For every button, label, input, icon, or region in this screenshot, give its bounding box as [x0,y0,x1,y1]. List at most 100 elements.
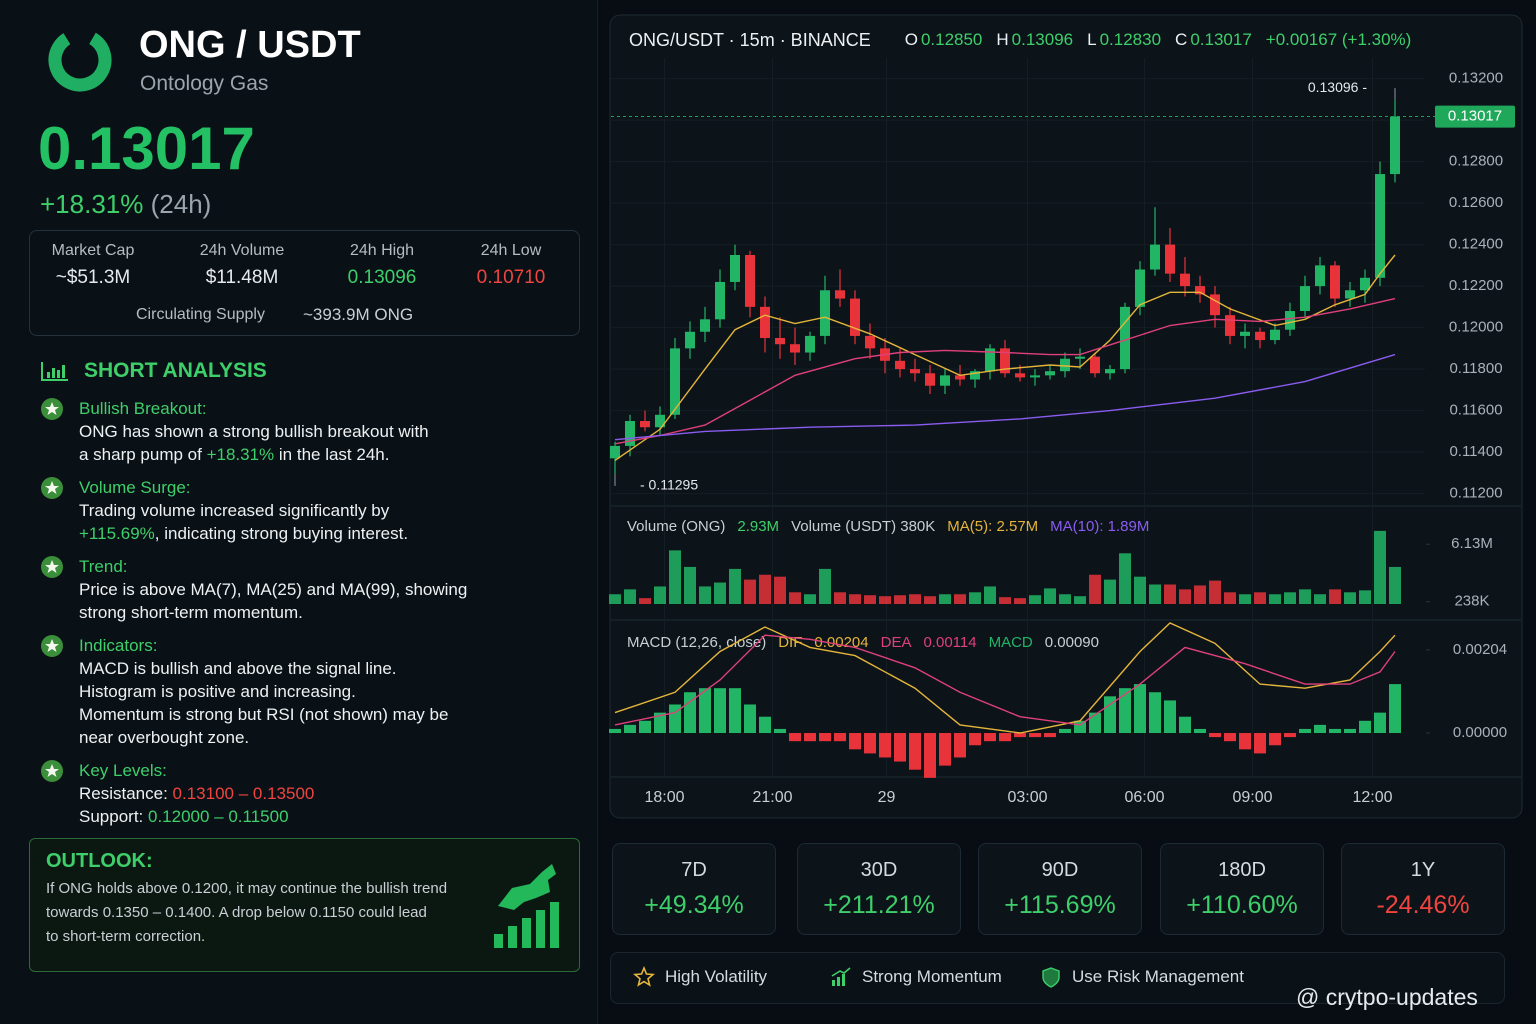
volume-bar [684,566,696,604]
item-line: Trading volume increased significantly b… [79,499,580,522]
macd-bar [714,688,726,734]
badge: High Volatility [665,967,768,986]
volume-bar [609,594,621,604]
stat-value: 0.13096 [347,267,417,288]
macd-bar [894,733,906,762]
line-text: in the last 24h. [274,445,390,464]
volume-bar [924,596,936,604]
volume-bar [1389,566,1401,604]
performance-tile: 180D +110.60% [1160,843,1324,935]
macd-bar [654,712,666,734]
item-icon [41,635,63,657]
macd-bar [999,733,1011,742]
legend: Volume (ONG) 2.93M Volume (USDT) 380K MA(5)… [627,518,1149,535]
icon-shape [832,980,835,986]
macd-bar [924,733,936,778]
price-change: +18.31% (24h) [40,189,211,220]
stat-label: Market Cap [51,242,135,259]
change: +49.34% [644,891,744,919]
macd-bar [1104,696,1116,734]
line-text: ONG has shown a strong bullish breakout … [79,422,429,441]
y-tick-label: 0.11800 [1449,360,1502,377]
volume-bar [1149,584,1161,604]
candle-body [1210,294,1220,316]
volume-bar [1059,594,1071,604]
period: 1Y [1410,859,1436,881]
macd-bar [624,724,636,734]
candle-body [1015,373,1025,378]
candle-body [1090,356,1100,374]
volume-bar [729,568,741,604]
volume-bar [1284,592,1296,604]
candle-body [790,344,800,353]
line-text: MACD is bullish and above the signal lin… [79,659,397,678]
volume-bar [804,594,816,604]
stats-box [29,230,580,336]
legend-item: 2.93M [737,518,779,535]
macd-bar [834,733,846,742]
volume-bar [969,592,981,604]
line-text: Trading volume increased significantly b… [79,501,390,520]
volume-bar [1074,596,1086,604]
y-tick-label: 0.12800 [1449,153,1503,170]
macd-bar [729,688,741,734]
macd-bar [879,733,891,758]
last-price-tag [1435,105,1515,128]
candle-body [1375,174,1385,278]
legend-item: 0.00114 [923,634,976,651]
macd-bar [1044,733,1056,738]
macd-bar [774,728,786,734]
volume-bar [1269,594,1281,604]
volume-bar [1329,589,1341,604]
item-line: ONG has shown a strong bullish breakout … [79,420,580,443]
indicator-line [614,622,1396,734]
candle-body [640,420,650,428]
ohlc-value: 0.13096 [1012,30,1073,49]
candle-body [655,414,665,428]
analysis-item: Key Levels: Resistance: 0.13100 – 0.13500… [40,759,580,828]
volume-bar [1104,579,1116,604]
legend-item: MA(5): 2.57M [947,518,1038,535]
candle-body [925,373,935,386]
candle-body [1075,356,1085,359]
ohlc-key: H [996,30,1008,49]
candle-body [1180,273,1190,287]
macd-bar [1014,733,1026,738]
volume-bar [759,574,771,604]
line-text: Support: [79,807,148,826]
line-text: strong short-term momentum. [79,603,303,622]
candle-body [775,337,785,345]
item-title: Trend: [79,557,128,576]
outlook-line: towards 0.1350 – 0.1400. A drop below 0.… [46,904,427,921]
volume-bar [714,582,726,604]
macd-bar [609,728,621,734]
macd-bar [759,716,771,734]
line-text: a sharp pump of [79,445,207,464]
item-title: Bullish Breakout: [79,399,207,418]
volume-bar [834,592,846,604]
macd-bar [819,733,831,742]
icon-shape [842,974,845,986]
line-text: Resistance: [79,784,173,803]
candle-body [1345,290,1355,299]
candle-body [865,335,875,349]
watermark: @ crytpo-updates [1296,984,1478,1010]
candle-body [1150,244,1160,270]
x-tick-label: 06:00 [1124,789,1164,806]
outlook-text: If ONG holds above 0.1200, it may contin… [46,877,447,949]
candle-body [1060,358,1070,372]
volume-bar [819,568,831,604]
period: (24h) [150,189,212,219]
candle-body [970,371,980,380]
line-text: +18.31% [206,445,275,464]
volume-bar [1239,594,1251,604]
stat-value: $11.48M [205,267,279,288]
item-line: Resistance: 0.13100 – 0.13500 [79,782,580,805]
volume-bar [879,596,891,604]
y-tick-label: 238K [1454,593,1489,610]
legend-item: MACD [989,634,1033,651]
ohlc-change: +0.00167 (+1.30%) [1266,30,1412,49]
candle-body [985,348,995,372]
item-line: near overbought zone. [79,726,580,749]
y-tick-label: 0.13200 [1449,70,1503,87]
